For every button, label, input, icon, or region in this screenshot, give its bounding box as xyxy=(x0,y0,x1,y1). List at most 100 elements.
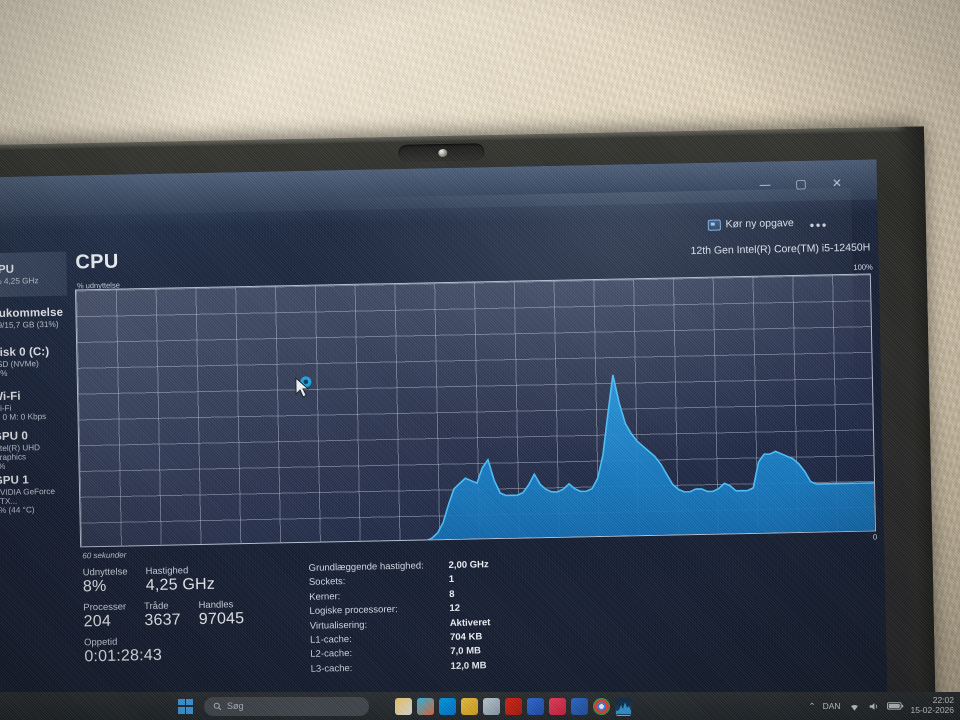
spec-row: L1-cache: 704 KB xyxy=(310,629,580,645)
chrome-icon[interactable] xyxy=(593,697,610,715)
pink-app-icon[interactable] xyxy=(549,697,566,715)
tray-chevron-icon[interactable]: ⌃ xyxy=(808,700,816,711)
start-button[interactable] xyxy=(178,698,193,714)
run-new-task-button[interactable]: Kør ny opgave xyxy=(707,217,794,231)
cpu-utilization-graph[interactable] xyxy=(74,273,877,548)
spec-value: 2,00 GHz xyxy=(448,559,489,572)
utilization-block: Udnyttelse 8% xyxy=(83,566,128,596)
sidebar-item-label: Disk 0 (C:) xyxy=(0,346,50,360)
system-tray: ⌃ DAN 22:02 15-02-2026 xyxy=(808,692,954,720)
uptime-value: 0:01:28:43 xyxy=(84,646,163,666)
notes-icon[interactable] xyxy=(483,697,500,715)
x-axis-label: 60 sekunder xyxy=(82,550,127,561)
spec-value: Aktiveret xyxy=(449,616,491,629)
utilization-label: Udnyttelse xyxy=(82,566,128,579)
sidebar-item-text: GPU 0 Intel(R) UHD Graphics 0% xyxy=(0,429,71,471)
spec-row: L3-cache: 12,0 MB xyxy=(310,658,581,675)
teams-icon[interactable] xyxy=(439,697,456,715)
task-manager-window: — ▢ ✕ te evne Kør ny opgave ••• CPU8% 4,… xyxy=(0,159,887,717)
spec-row: Kerner: 8 xyxy=(309,586,579,603)
clock-date: 15-02-2026 xyxy=(910,705,954,715)
sidebar-item-gpu-0[interactable]: GPU 0 Intel(R) UHD Graphics 0% xyxy=(0,428,71,474)
spec-value: 1 xyxy=(448,574,455,586)
taskbar-search[interactable]: Søg xyxy=(204,696,369,716)
more-options-button[interactable]: ••• xyxy=(809,217,828,233)
spec-key: Sockets: xyxy=(308,576,346,589)
maximize-button[interactable]: ▢ xyxy=(795,176,807,191)
process-counts-group: Processer 204 Tråde 3637 Handles 97045 xyxy=(83,598,284,631)
taskbar-apps xyxy=(390,697,632,715)
spec-value: 704 KB xyxy=(449,631,483,643)
sidebar-item-gpu-1[interactable]: GPU 1 NVIDIA GeForce RTX... 0% (44 °C) xyxy=(0,472,72,518)
laptop-screen: — ▢ ✕ te evne Kør ny opgave ••• CPU8% 4,… xyxy=(0,159,888,720)
sidebar-item-hukommelse[interactable]: Hukommelse 4,9/15,7 GB (31%) xyxy=(0,296,68,342)
volume-icon[interactable] xyxy=(868,701,880,712)
spec-value: 12 xyxy=(449,602,461,615)
mouse-cursor xyxy=(293,376,316,405)
handles-value: 97045 xyxy=(198,610,245,629)
speed-block: Hastighed 4,25 GHz xyxy=(145,565,215,595)
processes-label: Processer xyxy=(83,601,127,614)
minimize-button[interactable]: — xyxy=(758,177,772,192)
clock-time: 22:02 xyxy=(932,695,954,706)
file-explorer-icon[interactable] xyxy=(395,697,412,715)
folder-icon[interactable] xyxy=(461,697,478,715)
webcam-lens-icon xyxy=(438,148,448,158)
lenovo-icon[interactable] xyxy=(505,697,522,715)
graph-series xyxy=(81,374,875,548)
spec-value: 7,0 MB xyxy=(450,645,482,658)
edge-icon[interactable] xyxy=(417,697,434,715)
taskbar-inner: Søg ⌃ DAN 22:02 15-02-2026 xyxy=(0,692,960,720)
page-title: CPU xyxy=(75,250,119,274)
cpu-specs-list: Grundlæggende hastighed: 2,00 GHz Sockets:… xyxy=(309,557,581,678)
cpu-panel: CPU 12th Gen Intel(R) Core(TM) i5-12450H… xyxy=(70,235,885,711)
title-bar xyxy=(0,159,878,218)
spec-key: Kerner: xyxy=(309,590,341,603)
language-indicator[interactable]: DAN xyxy=(822,701,841,711)
run-new-task-label: Kør ny opgave xyxy=(725,217,794,231)
search-icon xyxy=(213,702,222,710)
sidebar-item-text: Hukommelse 4,9/15,7 GB (31%) xyxy=(0,307,63,331)
windows-taskbar: Søg ⌃ DAN 22:02 15-02-2026 xyxy=(0,692,960,720)
spec-row: Grundlæggende hastighed: 2,00 GHz xyxy=(308,557,579,574)
webcam-notch xyxy=(398,143,485,162)
sidebar-item-label: Wi-Fi xyxy=(0,390,21,404)
threads-block: Tråde 3637 xyxy=(144,600,181,630)
task-manager-icon[interactable] xyxy=(615,697,632,715)
sidebar-item-text: CPU8% 4,25 GHz xyxy=(0,263,39,286)
speed-value: 4,25 GHz xyxy=(145,575,216,595)
sidebar-item-sub1: 8% 4,25 GHz xyxy=(0,276,39,286)
sidebar-item-sub1: 4,9/15,7 GB (31%) xyxy=(0,319,59,330)
stats-left-column: Udnyttelse 8% Hastighed 4,25 GHz xyxy=(83,563,285,666)
sidebar-item-sub2: 0% xyxy=(0,461,6,472)
utilization-speed-group: Udnyttelse 8% Hastighed 4,25 GHz xyxy=(83,563,284,596)
spec-key: L2-cache: xyxy=(310,648,353,661)
clock[interactable]: 22:02 15-02-2026 xyxy=(910,695,954,716)
laptop-lid: — ▢ ✕ te evne Kør ny opgave ••• CPU8% 4,… xyxy=(0,126,936,720)
spec-row: L2-cache: 7,0 MB xyxy=(310,644,580,660)
spec-row: Logiske processorer: 12 xyxy=(309,601,579,617)
processes-block: Processer 204 xyxy=(83,601,126,631)
blue-app-icon[interactable] xyxy=(527,697,544,715)
spec-row: Sockets: 1 xyxy=(309,572,579,588)
sidebar-item-cpu[interactable]: CPU8% 4,25 GHz xyxy=(0,251,68,298)
uptime-block: Oppetid 0:01:28:43 xyxy=(84,633,285,666)
cpu-model-label: 12th Gen Intel(R) Core(TM) i5-12450H xyxy=(690,241,871,258)
threads-label: Tråde xyxy=(144,600,169,613)
onedrive-icon[interactable] xyxy=(571,697,588,715)
handles-block: Handles 97045 xyxy=(198,599,244,629)
y-axis-min-label: 0 xyxy=(872,532,878,542)
close-button[interactable]: ✕ xyxy=(831,176,843,191)
battery-icon[interactable] xyxy=(886,701,904,711)
spec-key: L3-cache: xyxy=(310,662,353,675)
sidebar-item-sub2: 11% xyxy=(0,369,8,379)
sidebar-item-disk-0-c[interactable]: Disk 0 (C:) SSD (NVMe) 11% xyxy=(0,340,69,386)
spec-key: Grundlæggende hastighed: xyxy=(308,560,424,574)
wifi-icon[interactable] xyxy=(848,701,861,712)
spec-key: Logiske processorer: xyxy=(309,604,398,617)
threads-value: 3637 xyxy=(144,611,181,630)
sidebar-item-text: Disk 0 (C:) SSD (NVMe) 11% xyxy=(0,346,50,378)
